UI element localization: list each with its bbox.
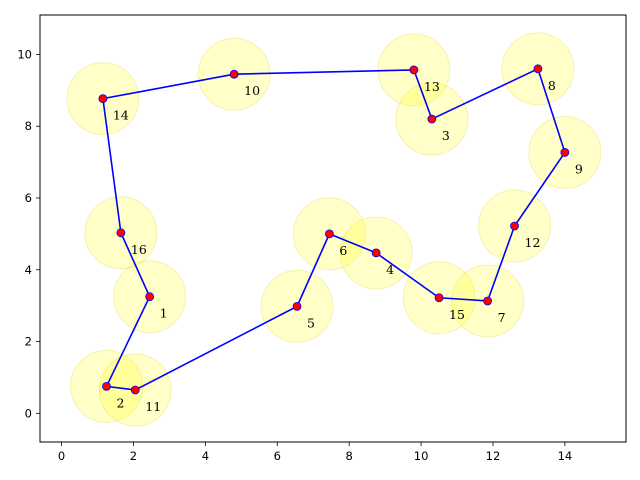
tour-segment-16-1 [120, 232, 151, 298]
data-points [98, 64, 570, 395]
y-tick-label-6: 6 [25, 191, 32, 205]
y-tick-label-4: 4 [25, 263, 32, 277]
tour-segment-14-16 [102, 98, 122, 233]
point-9 [560, 148, 570, 157]
tour-segment-5-6 [296, 233, 331, 307]
tour-segment-15-7 [439, 296, 488, 302]
point-3 [427, 114, 437, 124]
y-tick-label-10: 10 [17, 47, 32, 61]
tour-segment-1-2 [105, 296, 151, 387]
point-label-8: 8 [548, 78, 556, 93]
point-label-3: 3 [442, 128, 450, 143]
x-tick-label-0: 0 [58, 449, 65, 463]
point-5 [292, 301, 302, 311]
tour-path [102, 68, 566, 391]
x-tick-label-4: 4 [202, 449, 209, 463]
point-13 [409, 65, 419, 75]
y-tick-label-2: 2 [25, 335, 32, 349]
point-6 [325, 229, 334, 239]
point-15 [434, 293, 444, 303]
point-label-1: 1 [160, 306, 168, 321]
point-7 [483, 296, 492, 306]
point-2 [102, 381, 111, 391]
tour-segment-2-11 [106, 385, 136, 391]
point-16 [116, 228, 126, 238]
point-label-10: 10 [244, 83, 260, 98]
tour-segment-8-3 [431, 68, 539, 120]
tour-segment-10-14 [102, 73, 235, 100]
tour-segment-7-12 [486, 225, 516, 302]
y-tick-label-8: 8 [25, 119, 32, 133]
point-8 [533, 64, 543, 74]
x-tick-label-10: 10 [414, 449, 429, 463]
point-label-4: 4 [386, 262, 394, 277]
point-10 [229, 69, 239, 79]
point-label-2: 2 [117, 395, 125, 410]
point-12 [510, 221, 519, 231]
point-label-14: 14 [113, 108, 129, 123]
point-4 [371, 248, 381, 258]
x-tick-label-14: 14 [558, 449, 573, 463]
y-tick-label-0: 0 [25, 406, 32, 420]
tour-segment-11-5 [134, 305, 298, 391]
point-label-12: 12 [525, 235, 541, 250]
tour-segment-12-9 [513, 151, 566, 227]
point-label-7: 7 [498, 310, 506, 325]
point-1 [145, 292, 155, 302]
point-label-6: 6 [339, 243, 347, 258]
point-label-16: 16 [131, 242, 147, 257]
x-tick-label-12: 12 [486, 449, 501, 463]
point-14 [98, 94, 108, 104]
tour-segment-9-8 [537, 68, 566, 153]
x-tick-label-8: 8 [346, 449, 353, 463]
tour-segment-3-13 [413, 69, 433, 120]
tour-segment-4-15 [375, 252, 440, 299]
tour-segment-13-10 [234, 69, 414, 76]
point-label-13: 13 [424, 79, 440, 94]
x-tick-label-6: 6 [274, 449, 281, 463]
x-tick-label-2: 2 [130, 449, 137, 463]
plot-frame [39, 14, 627, 443]
point-label-11: 11 [145, 399, 161, 414]
point-label-15: 15 [449, 307, 465, 322]
point-label-5: 5 [307, 315, 315, 330]
point-label-9: 9 [575, 161, 583, 176]
tour-segment-6-4 [329, 233, 377, 254]
point-11 [130, 385, 140, 395]
